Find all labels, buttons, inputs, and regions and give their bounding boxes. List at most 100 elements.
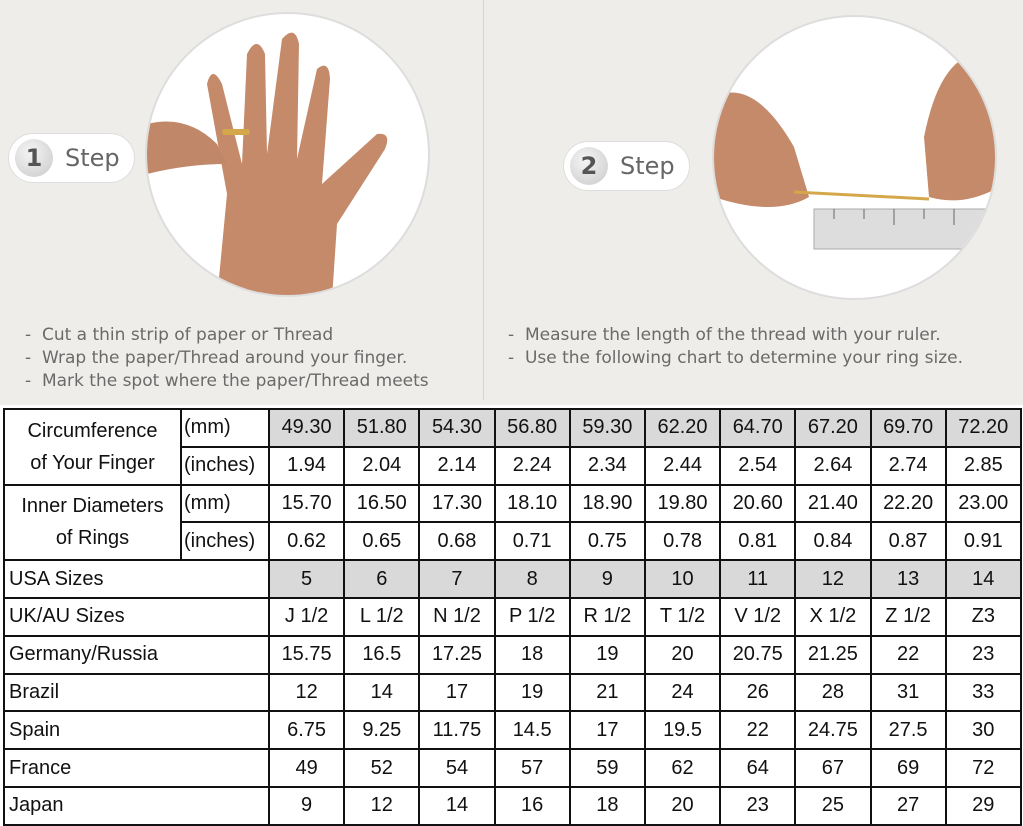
size-cell: 12 — [794, 559, 872, 599]
size-cell: 19.5 — [643, 710, 722, 751]
table-row-inner-mm: Inner Diameters of Rings (mm) 15.70 16.50 17.… — [3, 483, 1022, 562]
size-cell: R 1/2 — [568, 596, 646, 637]
size-cell: P 1/2 — [493, 596, 571, 637]
table-row: Japan 9 12 14 16 18 20 23 25 27 29 — [3, 785, 1022, 826]
size-cell: 18 — [493, 634, 571, 675]
size-cell: 0.65 — [343, 521, 421, 562]
size-cell: 62 — [643, 748, 722, 788]
size-cell: 17.25 — [418, 634, 496, 675]
size-cell: 28 — [794, 672, 872, 713]
size-cell: 29 — [944, 785, 1022, 826]
size-cell: 2.04 — [343, 445, 421, 486]
size-cell: 16.50 — [343, 483, 421, 524]
size-cell: 51.80 — [343, 408, 421, 448]
size-cell: 56.80 — [493, 408, 571, 448]
size-cell: 25 — [794, 785, 872, 826]
size-cell: 8 — [493, 559, 571, 599]
size-cell: 2.54 — [719, 445, 797, 486]
size-cell: T 1/2 — [643, 596, 722, 637]
size-cell: 22 — [869, 634, 947, 675]
size-cell: 15.75 — [267, 634, 346, 675]
size-cell: 12 — [267, 672, 346, 713]
size-cell: 62.20 — [643, 408, 722, 448]
size-cell: 18 — [568, 785, 646, 826]
size-cell: 67 — [794, 748, 872, 788]
label-line: of Your Finger — [30, 451, 155, 474]
size-cell: Z 1/2 — [869, 596, 947, 637]
size-cell: Z3 — [944, 596, 1022, 637]
instruction: Cut a thin strip of paper or Thread — [25, 324, 429, 347]
size-cell: 30 — [944, 710, 1022, 751]
size-cell: 67.20 — [794, 408, 872, 448]
size-cell: 14 — [343, 672, 421, 713]
size-cell: 0.84 — [794, 521, 872, 562]
size-cell: 64.70 — [719, 408, 797, 448]
row-label: Japan — [3, 785, 270, 826]
size-cell: 59.30 — [568, 408, 646, 448]
hand-icon — [147, 32, 388, 295]
size-cell: 20.60 — [719, 483, 797, 524]
size-cell: N 1/2 — [418, 596, 496, 637]
size-cell: 15.70 — [267, 483, 346, 524]
size-cell: 24 — [643, 672, 722, 713]
size-cell: 54.30 — [418, 408, 496, 448]
table-row: Brazil 12 14 17 19 21 24 26 28 31 33 — [3, 672, 1022, 713]
row-label: UK/AU Sizes — [3, 596, 270, 637]
size-cell: 0.68 — [418, 521, 496, 562]
row-label: Germany/Russia — [3, 634, 270, 675]
size-cell: 21.40 — [794, 483, 872, 524]
ruler-icon — [714, 53, 995, 250]
size-cell: 11.75 — [418, 710, 496, 751]
table-row: UK/AU Sizes J 1/2 L 1/2 N 1/2 P 1/2 R 1/2 T 1/… — [3, 596, 1022, 637]
size-cell: 5 — [267, 559, 346, 599]
size-cell: 0.78 — [643, 521, 722, 562]
row-label: France — [3, 748, 270, 788]
size-cell: 9.25 — [343, 710, 421, 751]
step-number: 1 — [15, 139, 53, 177]
size-cell: 33 — [944, 672, 1022, 713]
row-label: USA Sizes — [3, 559, 270, 599]
size-cell: 2.44 — [643, 445, 722, 486]
size-cell: 11 — [719, 559, 797, 599]
thread-ruler-image — [712, 15, 997, 300]
size-cell: 13 — [869, 559, 947, 599]
size-cell: 0.91 — [944, 521, 1022, 562]
size-cell: 52 — [343, 748, 421, 788]
step-1-badge: 1 Step — [8, 133, 135, 183]
size-cell: 64 — [719, 748, 797, 788]
instructions-panel: 1 Step Cut a thin strip of paper or Thre… — [0, 0, 1023, 405]
label-line: Circumference — [27, 419, 158, 442]
size-cell: 21.25 — [794, 634, 872, 675]
size-cell: 0.62 — [267, 521, 346, 562]
size-cell: 0.75 — [568, 521, 646, 562]
unit-mm: (mm) — [180, 483, 270, 524]
size-cell: 23.00 — [944, 483, 1022, 524]
table-row: Spain 6.75 9.25 11.75 14.5 17 19.5 22 24.75 27.5 3… — [3, 710, 1022, 751]
size-cell: 2.64 — [794, 445, 872, 486]
size-cell: 31 — [869, 672, 947, 713]
size-cell: 26 — [719, 672, 797, 713]
size-cell: 14 — [944, 559, 1022, 599]
size-cell: 18.90 — [568, 483, 646, 524]
label-line: Inner Diameters — [21, 495, 164, 518]
instruction: Mark the spot where the paper/Thread mee… — [25, 370, 429, 393]
size-cell: 14.5 — [493, 710, 571, 751]
size-cell: 19 — [568, 634, 646, 675]
step-2-badge: 2 Step — [563, 141, 690, 191]
size-cell: 14 — [418, 785, 496, 826]
size-cell: 2.34 — [568, 445, 646, 486]
size-cell: 2.24 — [493, 445, 571, 486]
size-cell: 17 — [568, 710, 646, 751]
size-cell: 23 — [719, 785, 797, 826]
size-cell: 23 — [944, 634, 1022, 675]
size-cell: L 1/2 — [343, 596, 421, 637]
step-number: 2 — [570, 147, 608, 185]
divider — [483, 0, 484, 400]
row-label: Brazil — [3, 672, 270, 713]
size-cell: 16.5 — [343, 634, 421, 675]
size-cell: 20.75 — [719, 634, 797, 675]
table-row: Germany/Russia 15.75 16.5 17.25 18 19 20 20.75 2… — [3, 634, 1022, 675]
size-cell: 54 — [418, 748, 496, 788]
size-cell: 24.75 — [794, 710, 872, 751]
size-cell: 72 — [944, 748, 1022, 788]
